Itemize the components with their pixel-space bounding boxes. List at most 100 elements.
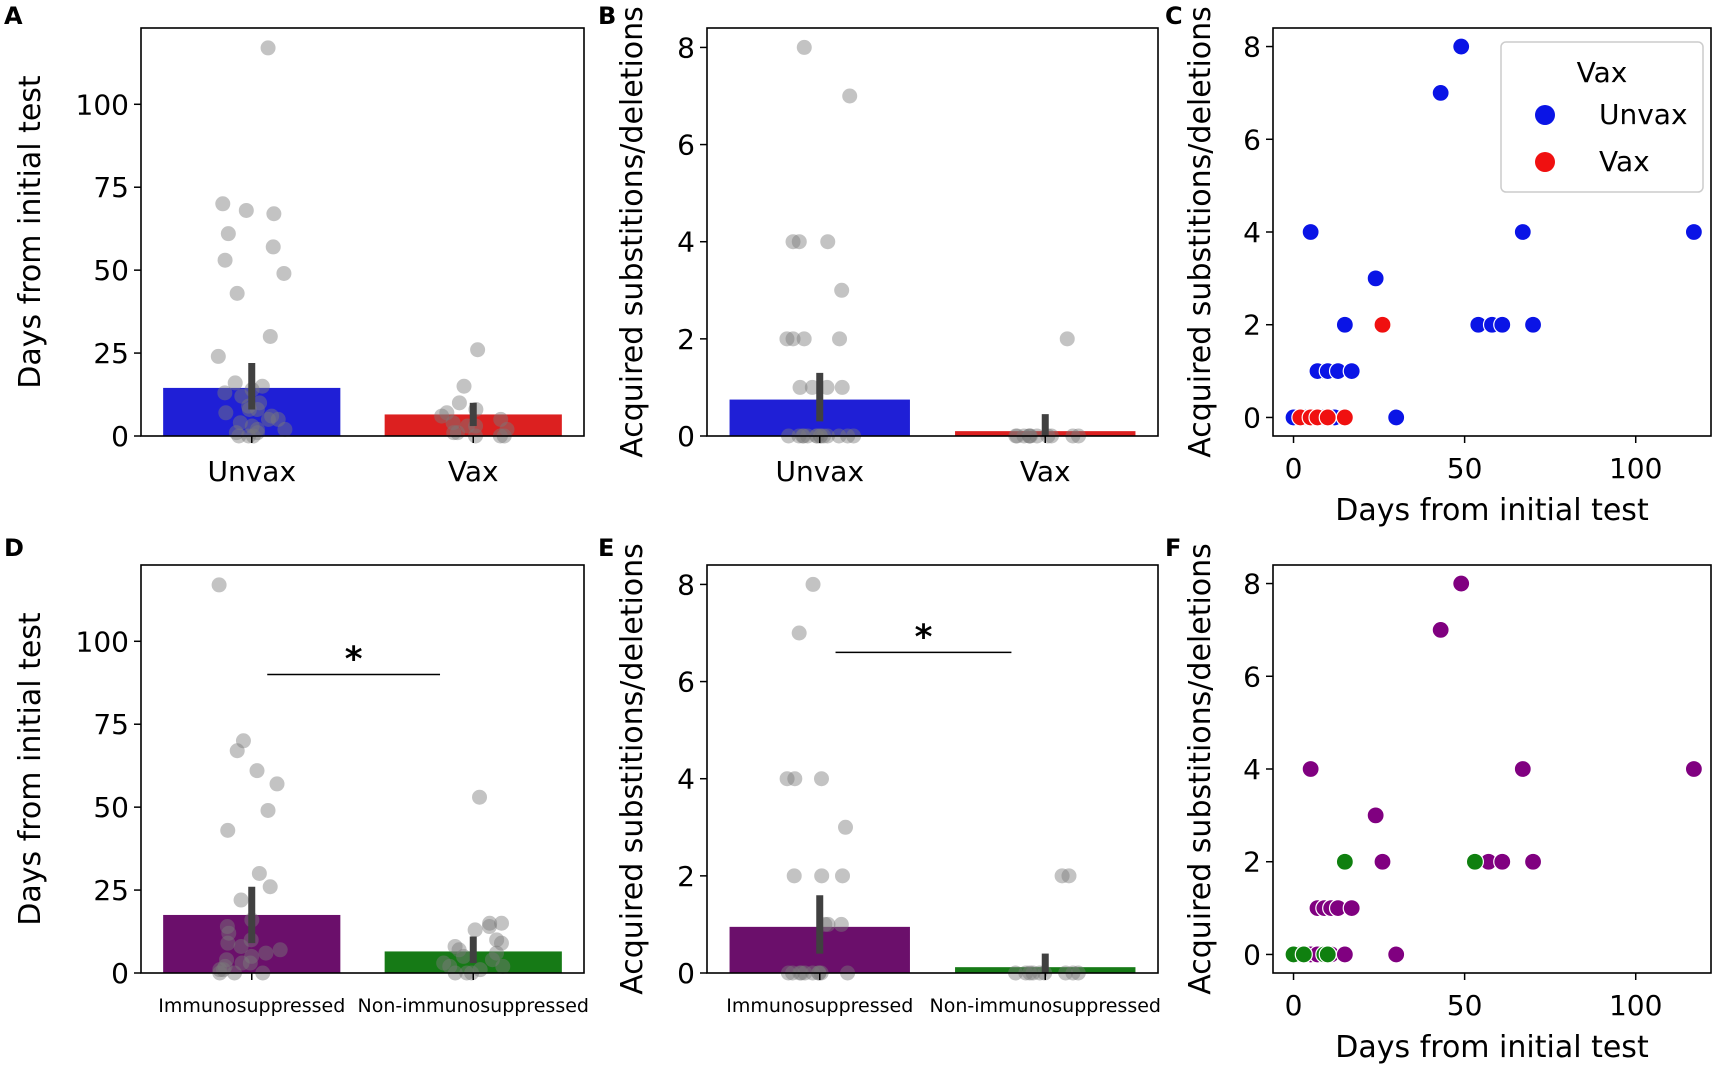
panel-label-F: F — [1165, 534, 1181, 562]
x-tick-label-B-0: Unvax — [775, 455, 864, 488]
legend-title: Vax — [1577, 56, 1628, 89]
x-tick-label-C-1: 50 — [1447, 452, 1483, 485]
strip-point-B-0-4 — [791, 234, 807, 250]
strip-point-A-0-31 — [260, 411, 276, 427]
strip-point-D-0-6 — [220, 822, 236, 838]
strip-point-A-0-1 — [215, 196, 231, 212]
scatter-point-F-0-13 — [1366, 806, 1385, 825]
strip-point-D-1-13 — [495, 958, 511, 974]
strip-point-A-0-0 — [260, 40, 276, 56]
strip-point-A-0-24 — [249, 421, 265, 437]
scatter-point-F-0-6 — [1387, 945, 1406, 964]
strip-point-A-0-4 — [220, 226, 236, 242]
strip-point-E-0-6 — [814, 868, 830, 884]
strip-point-D-0-5 — [260, 802, 276, 818]
strip-point-D-0-26 — [215, 962, 231, 978]
strip-point-B-0-0 — [796, 39, 812, 55]
strip-point-D-1-4 — [467, 922, 483, 938]
x-tick-label-D-0: Immunosuppressed — [158, 995, 345, 1017]
scatter-point-F-0-5 — [1335, 945, 1354, 964]
strip-point-D-0-15 — [233, 938, 249, 954]
scatter-point-C-0-15 — [1452, 37, 1471, 56]
panel-label-E: E — [598, 534, 614, 562]
strip-point-A-0-14 — [217, 385, 233, 401]
strip-point-A-1-7 — [445, 415, 461, 431]
strip-point-D-0-9 — [233, 892, 249, 908]
strip-point-A-0-22 — [232, 415, 248, 431]
y-tick-label-A-3: 75 — [93, 171, 129, 204]
y-tick-label-E-3: 6 — [677, 666, 695, 699]
y-axis-label-E: Acquired substitions/deletions — [615, 543, 650, 995]
strip-point-D-0-16 — [272, 942, 288, 958]
axes-frame-D — [140, 564, 585, 974]
scatter-point-F-1-5 — [1465, 852, 1484, 871]
strip-point-D-1-6 — [493, 935, 509, 951]
strip-point-D-1-11 — [484, 952, 500, 968]
x-tick-label-C-2: 100 — [1609, 452, 1662, 485]
legend-marker-1 — [1535, 152, 1555, 172]
strip-point-A-0-19 — [218, 405, 234, 421]
x-tick-label-A-0: Unvax — [207, 455, 296, 488]
y-tick-label-E-0: 0 — [677, 957, 695, 990]
strip-point-D-0-1 — [235, 733, 251, 749]
strip-point-A-1-5 — [434, 408, 450, 424]
axes-frame-E — [706, 564, 1159, 974]
strip-point-A-0-15 — [234, 388, 250, 404]
x-tick-label-F-2: 100 — [1609, 989, 1662, 1022]
scatter-point-C-0-14 — [1431, 83, 1450, 103]
scatter-point-F-0-14 — [1301, 759, 1320, 779]
scatter-point-C-1-3 — [1318, 408, 1337, 427]
strip-point-D-0-11 — [219, 919, 235, 935]
strip-point-B-0-3 — [785, 234, 801, 250]
y-tick-label-D-1: 25 — [93, 874, 129, 907]
scatter-point-C-0-20 — [1523, 315, 1543, 334]
strip-point-E-0-4 — [813, 771, 829, 787]
strip-point-D-0-14 — [220, 935, 236, 951]
scatter-point-F-1-1 — [1294, 945, 1313, 964]
strip-point-D-1-7 — [447, 938, 463, 954]
strip-point-E-0-2 — [787, 771, 803, 787]
scatter-point-F-0-20 — [1523, 852, 1543, 871]
x-tick-label-C-0: 0 — [1285, 452, 1303, 485]
strip-point-B-0-2 — [820, 234, 836, 250]
strip-point-E-0-0 — [805, 576, 821, 592]
strip-point-A-1-0 — [470, 342, 486, 358]
scatter-point-F-0-19 — [1513, 759, 1532, 779]
strip-point-D-0-3 — [249, 763, 265, 779]
strip-point-D-0-17 — [258, 945, 274, 961]
strip-point-D-1-18 — [442, 958, 458, 974]
y-tick-label-E-1: 2 — [677, 860, 695, 893]
y-axis-label-C: Acquired substitions/deletions — [1183, 6, 1218, 458]
strip-point-A-0-12 — [254, 378, 270, 394]
scatter-point-F-1-4 — [1335, 852, 1354, 871]
x-tick-label-F-0: 0 — [1285, 989, 1303, 1022]
panel-B: B Unvax Vax 0 2 4 6 8 Acquired substitions/delet… — [598, 2, 1159, 488]
strip-point-A-0-10 — [210, 348, 226, 364]
y-tick-label-B-3: 6 — [677, 129, 695, 162]
strip-point-B-0-7 — [779, 331, 795, 347]
strip-point-E-0-7 — [786, 868, 802, 884]
x-axis-label-C: Days from initial test — [1335, 493, 1649, 528]
strip-point-D-0-2 — [229, 743, 245, 759]
strip-point-D-1-5 — [489, 932, 505, 948]
x-tick-label-E-0: Immunosuppressed — [726, 995, 913, 1017]
scatter-point-C-0-10 — [1342, 361, 1361, 381]
x-tick-label-E-1: Non-immunosuppressed — [930, 995, 1161, 1017]
panel-label-A: A — [4, 2, 23, 30]
scatter-point-C-1-5 — [1373, 315, 1392, 334]
x-tick-label-A-1: Vax — [448, 455, 499, 488]
strip-point-B-0-12 — [804, 379, 820, 395]
scatter-point-C-0-19 — [1513, 222, 1532, 242]
y-tick-label-D-4: 100 — [76, 625, 129, 658]
y-tick-label-C-3: 6 — [1243, 123, 1261, 156]
strip-point-B-0-11 — [792, 379, 808, 395]
y-tick-label-B-1: 2 — [677, 323, 695, 356]
strip-point-A-0-21 — [270, 411, 286, 427]
strip-point-B-0-6 — [832, 331, 848, 347]
strip-point-A-1-9 — [499, 421, 515, 437]
legend-C: Vax Unvax Vax — [1500, 41, 1704, 193]
scatter-point-C-0-2 — [1301, 222, 1320, 242]
y-tick-label-C-2: 4 — [1243, 216, 1261, 249]
legend-label-0: Unvax — [1599, 98, 1688, 131]
